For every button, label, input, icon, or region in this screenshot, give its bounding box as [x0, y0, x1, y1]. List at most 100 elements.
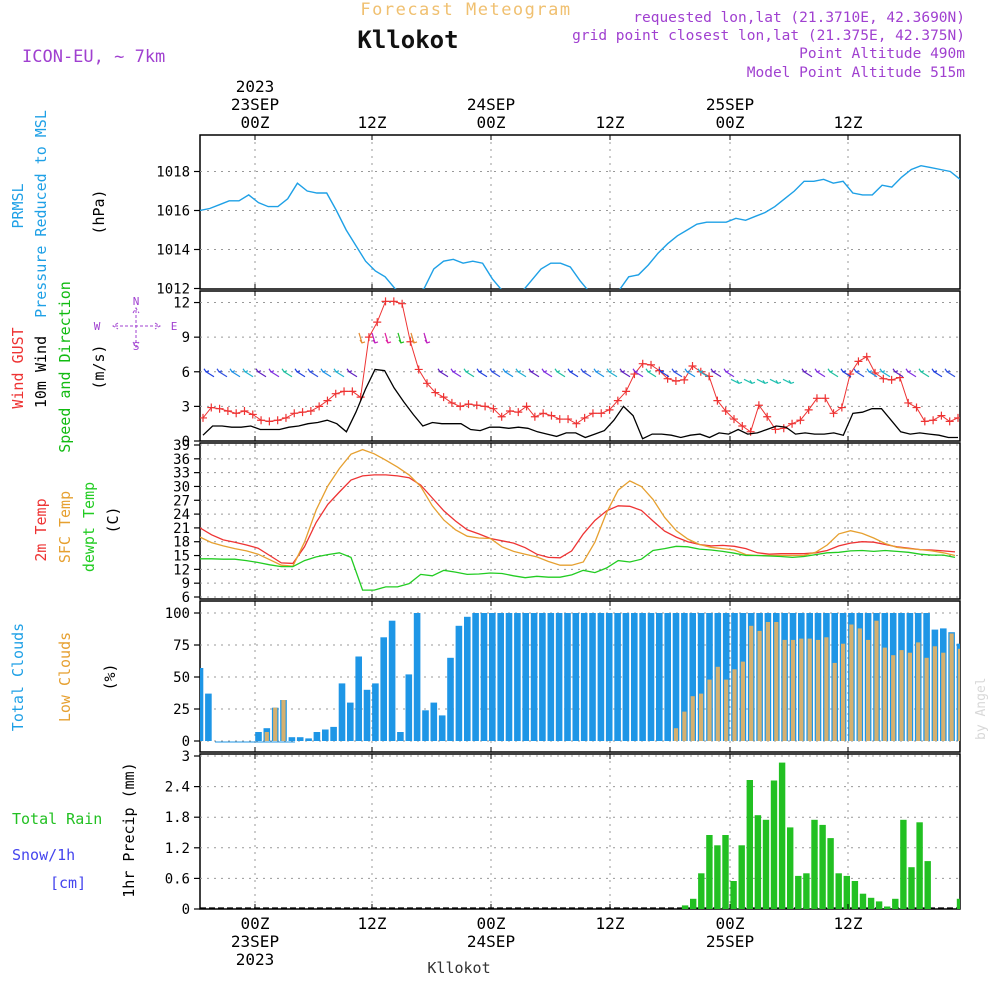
wind-direction-arrow: [244, 371, 254, 378]
gust-marker: [389, 297, 398, 306]
bar-low-clouds: [715, 666, 720, 741]
bar-rain: [924, 861, 931, 909]
wind-direction-arrowhead: [736, 379, 743, 385]
gust-marker: [829, 409, 838, 418]
y-tick-label: 24: [173, 507, 190, 523]
wind-direction-arrowhead: [749, 379, 756, 385]
wind-direction-arrowhead: [567, 368, 574, 373]
gust-marker: [200, 413, 207, 422]
bar-low-clouds: [807, 638, 812, 741]
bar-low-clouds: [815, 639, 821, 741]
wind-direction-arrowhead: [853, 368, 860, 373]
bar-low-clouds: [790, 639, 796, 741]
wind-direction-arrow: [743, 378, 753, 384]
gust-marker: [954, 413, 960, 422]
gust-marker: [481, 402, 490, 411]
panels: 1012101410161018036912691215182124273033…: [9, 110, 961, 918]
bar-rain: [714, 845, 721, 909]
bar-total-clouds: [422, 710, 429, 741]
bar-total-clouds: [388, 620, 396, 741]
gust-marker: [879, 374, 888, 383]
wind-direction-arrowhead: [515, 368, 522, 373]
gust-marker: [456, 402, 465, 411]
wind-direction-arrowhead: [658, 368, 665, 373]
gust-marker: [580, 413, 589, 422]
bar-rain: [698, 873, 705, 909]
bar-total-clouds: [464, 616, 471, 741]
gust-marker: [281, 413, 290, 422]
wind-direction-arrow: [881, 371, 891, 378]
bar-low-clouds: [281, 700, 286, 741]
y-tick-label: 1.8: [165, 810, 190, 826]
gust-marker: [613, 396, 622, 405]
bar-total-clouds: [397, 732, 404, 741]
wind-direction-arrowhead: [645, 368, 652, 373]
bar-total-clouds: [480, 613, 488, 741]
wind-direction-arrow: [569, 371, 579, 378]
bar-total-clouds: [322, 729, 329, 741]
y-tick-label: 15: [173, 549, 190, 565]
bar-low-clouds: [916, 642, 921, 741]
wind-direction-arrow: [894, 371, 904, 378]
bar-total-clouds: [614, 613, 621, 741]
y-tick-label: 75: [173, 638, 190, 654]
bar-low-clouds: [799, 638, 804, 741]
wind-direction-arrowhead: [255, 368, 262, 373]
bar-total-clouds: [589, 613, 596, 741]
wind-direction-arrowhead: [619, 368, 626, 373]
gust-marker: [472, 401, 481, 410]
gust-marker: [655, 366, 664, 375]
bar-rain: [730, 881, 737, 909]
panel-frame-pressure: [199, 134, 961, 290]
bar-rain: [956, 898, 960, 909]
bar-total-clouds: [330, 726, 337, 741]
time-label-top: 12Z: [358, 113, 387, 132]
wind-direction-arrow: [218, 371, 228, 378]
bar-total-clouds: [313, 732, 321, 741]
bar-rain: [892, 898, 899, 909]
gust-marker: [555, 415, 564, 424]
gust-marker: [929, 416, 938, 425]
credit-watermark: by Angel: [974, 677, 989, 740]
bar-low-clouds: [690, 696, 695, 741]
wind-direction-arrow: [504, 371, 514, 378]
wind-direction-arrow: [283, 371, 293, 378]
chart-location-title: Kllokot: [357, 26, 458, 54]
bar-rain: [916, 822, 923, 909]
y-tick-label: 6: [182, 365, 190, 381]
bar-low-clouds: [782, 639, 787, 741]
gust-marker: [605, 405, 614, 414]
wind-direction-arrowhead: [450, 368, 457, 373]
compass-rose-icon: [112, 307, 161, 348]
bar-low-clouds: [899, 650, 904, 741]
gust-marker: [514, 408, 523, 417]
gust-marker: [315, 402, 324, 411]
bar-total-clouds: [580, 613, 588, 741]
label-sfc-temp: SFC Temp: [56, 491, 74, 563]
bar-total-clouds: [514, 613, 521, 741]
gust-marker: [746, 427, 755, 436]
gust-marker: [638, 359, 647, 368]
wind-direction-arrowhead: [346, 368, 353, 373]
bar-rain: [851, 881, 859, 909]
gust-marker: [812, 394, 821, 403]
bar-total-clouds: [455, 625, 463, 741]
wind-direction-arrow: [842, 371, 852, 378]
gust-marker: [796, 416, 805, 425]
y-tick-label: 1016: [156, 204, 190, 220]
bar-low-clouds: [707, 679, 712, 741]
wind-direction-arrowhead: [580, 368, 587, 373]
label-prmsl: PRMSL: [9, 183, 27, 228]
bar-rain: [770, 780, 778, 909]
wind-direction-arrow: [335, 371, 345, 378]
bar-total-clouds: [305, 738, 312, 741]
bar-total-clouds: [722, 613, 730, 741]
wind-direction-arrowhead: [775, 379, 782, 385]
gust-marker: [680, 375, 689, 384]
time-label-top: 25SEP: [706, 95, 754, 114]
bar-total-clouds: [672, 613, 680, 741]
wind-direction-arrow: [491, 371, 501, 378]
bar-total-clouds: [296, 737, 304, 741]
